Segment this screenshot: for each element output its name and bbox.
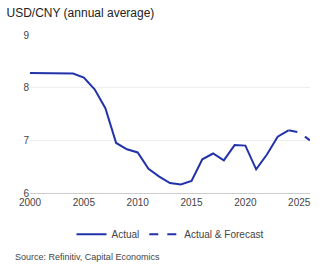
svg-text:2010: 2010 [127, 197, 150, 208]
svg-text:Actual & Forecast: Actual & Forecast [184, 229, 263, 240]
svg-text:8: 8 [23, 82, 29, 93]
svg-text:Source: Refinitiv, Capital Eco: Source: Refinitiv, Capital Economics [15, 252, 160, 262]
svg-text:USD/CNY (annual average): USD/CNY (annual average) [7, 6, 155, 20]
svg-text:6: 6 [23, 188, 29, 199]
svg-text:7: 7 [23, 135, 29, 146]
svg-text:2025: 2025 [288, 197, 311, 208]
svg-text:Actual: Actual [112, 229, 140, 240]
svg-text:2020: 2020 [234, 197, 257, 208]
svg-text:9: 9 [23, 30, 29, 41]
svg-text:2005: 2005 [73, 197, 96, 208]
svg-text:2015: 2015 [180, 197, 203, 208]
svg-text:2000: 2000 [19, 197, 42, 208]
